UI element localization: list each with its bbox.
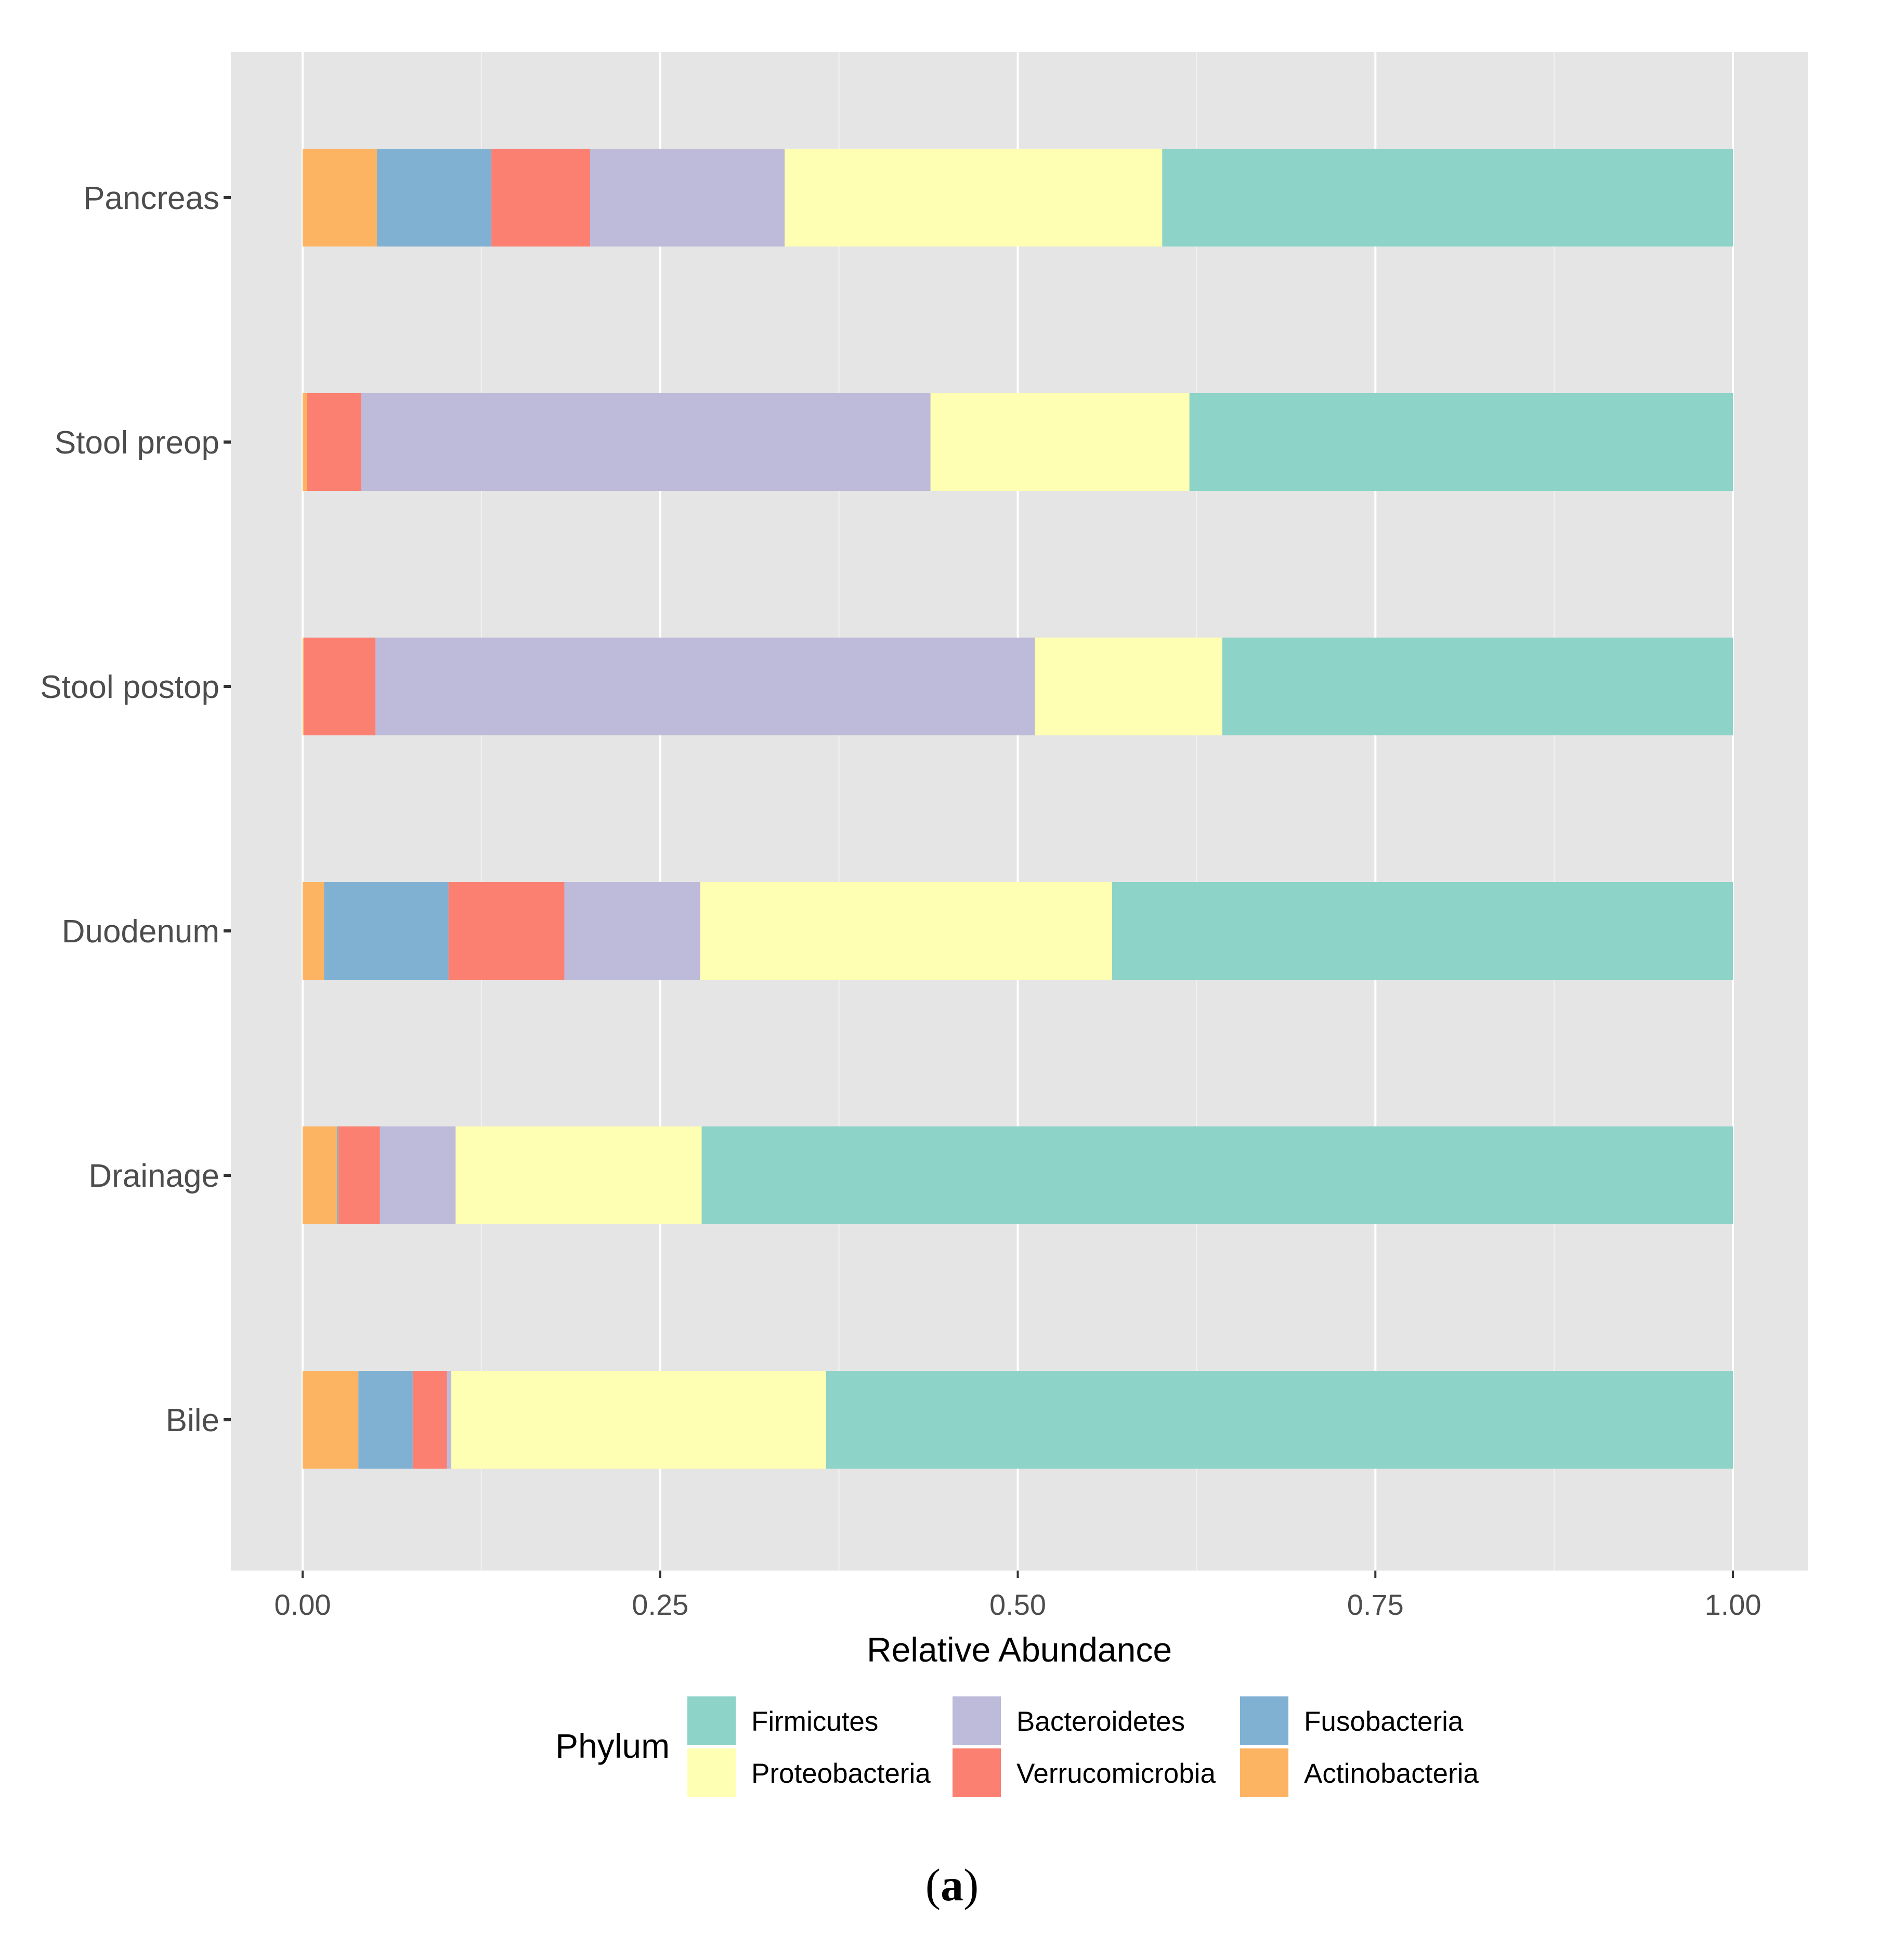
legend-label-firmicutes: Firmicutes (751, 1706, 878, 1737)
bar-stool-postop-actinobacteria (303, 638, 304, 735)
bar-pancreas-fusobacteria (377, 149, 492, 247)
legend-label-fusobacteria: Fusobacteria (1304, 1706, 1464, 1737)
bar-pancreas-firmicutes (1162, 149, 1733, 247)
bar-duodenum-fusobacteria (324, 882, 449, 980)
plot-panel (231, 52, 1808, 1571)
bar-stool-preop-actinobacteria (303, 393, 307, 491)
bar-bile-firmicutes (826, 1371, 1733, 1469)
bar-drainage-actinobacteria (303, 1126, 337, 1224)
legend-label-proteobacteria: Proteobacteria (751, 1758, 931, 1789)
legend-title: Phylum (555, 1727, 670, 1765)
bar-stool-postop-bacteroidetes (375, 638, 1035, 735)
bar-stool-preop-bacteroidetes (361, 393, 931, 491)
bar-stool-preop-verrucomicrobia (307, 393, 361, 491)
legend-label-actinobacteria: Actinobacteria (1304, 1758, 1479, 1789)
bar-stool-preop-firmicutes (1189, 393, 1733, 491)
bar-bile-proteobacteria (451, 1371, 826, 1469)
legend-label-verrucomicrobia: Verrucomicrobia (1016, 1758, 1216, 1789)
caption-open: ( (925, 1860, 941, 1911)
plot-panel-layer (231, 52, 1808, 1571)
bar-duodenum-proteobacteria (700, 882, 1113, 980)
bar-bile-bacteroidetes (447, 1371, 452, 1469)
legend-label-bacteroidetes: Bacteroidetes (1016, 1706, 1185, 1737)
bar-duodenum-firmicutes (1112, 882, 1733, 980)
axes: Pancreas Stool preop Stool postop Duodenum D… (40, 180, 1761, 1669)
bar-duodenum-bacteroidetes (564, 882, 700, 980)
bar-pancreas-bacteroidetes (590, 149, 785, 247)
x-tick-label: 0.75 (1347, 1588, 1404, 1621)
caption-label: a (941, 1860, 963, 1911)
x-tick-label: 0.00 (275, 1588, 331, 1621)
bar-drainage-verrucomicrobia (338, 1126, 380, 1224)
legend-key-bacteroidetes (953, 1696, 1001, 1745)
legend-key-fusobacteria (1240, 1696, 1288, 1745)
bar-drainage-bacteroidetes (380, 1126, 456, 1224)
bar-bile-actinobacteria (303, 1371, 359, 1469)
x-axis-title: Relative Abundance (867, 1630, 1172, 1669)
gridlines (302, 52, 1734, 1571)
figure-caption: (a) (0, 1859, 1904, 1912)
bar-drainage-firmicutes (701, 1126, 1733, 1224)
caption-close: ) (963, 1860, 979, 1911)
bar-pancreas-proteobacteria (785, 149, 1163, 247)
legend-key-firmicutes (687, 1696, 736, 1745)
bar-duodenum-verrucomicrobia (448, 882, 565, 980)
y-tick-label-drainage: Drainage (88, 1158, 219, 1194)
x-tick-label: 1.00 (1705, 1588, 1762, 1621)
bar-stool-postop-firmicutes (1222, 638, 1733, 735)
bar-bile-verrucomicrobia (412, 1371, 447, 1469)
legend: Phylum Firmicutes Proteobacteria Bacteroide… (555, 1696, 1479, 1797)
x-tick-label: 0.25 (632, 1588, 688, 1621)
x-tick-label: 0.50 (989, 1588, 1046, 1621)
bar-stool-postop-proteobacteria (1035, 638, 1222, 735)
y-tick-label-stool-postop: Stool postop (40, 669, 219, 705)
y-tick-label-stool-preop: Stool preop (55, 425, 219, 461)
y-tick-label-pancreas: Pancreas (83, 180, 219, 216)
bar-stool-preop-proteobacteria (930, 393, 1190, 491)
y-tick-label-duodenum: Duodenum (62, 914, 219, 950)
bar-bile-fusobacteria (358, 1371, 413, 1469)
bar-duodenum-actinobacteria (303, 882, 324, 980)
bars (303, 149, 1733, 1469)
bar-stool-postop-verrucomicrobia (304, 638, 376, 735)
legend-key-actinobacteria (1240, 1748, 1288, 1797)
bar-drainage-proteobacteria (455, 1126, 702, 1224)
legend-key-verrucomicrobia (953, 1748, 1001, 1797)
bar-pancreas-verrucomicrobia (491, 149, 590, 247)
legend-key-proteobacteria (687, 1748, 736, 1797)
y-tick-label-bile: Bile (166, 1403, 219, 1438)
bar-pancreas-actinobacteria (303, 149, 377, 247)
bar-drainage-fusobacteria (337, 1126, 338, 1224)
